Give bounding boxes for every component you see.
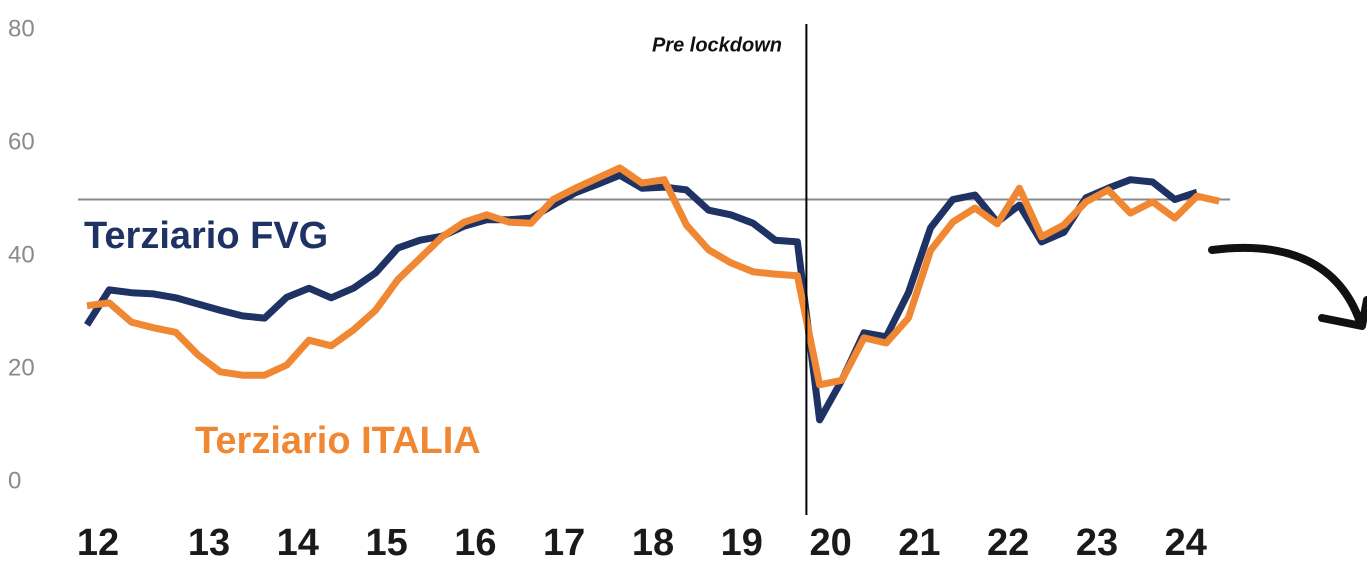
series-line bbox=[86, 164, 1220, 389]
x-tick-label: 17 bbox=[543, 522, 585, 564]
series-line bbox=[84, 171, 1199, 424]
x-tick-label: 16 bbox=[454, 522, 496, 564]
x-tick-label: 19 bbox=[721, 522, 763, 564]
y-tick-label: 0 bbox=[8, 467, 21, 494]
x-tick-label: 22 bbox=[987, 522, 1029, 564]
series-label: Terziario ITALIA bbox=[195, 420, 481, 462]
x-tick-label: 21 bbox=[898, 522, 940, 564]
x-tick-label: 24 bbox=[1165, 522, 1207, 564]
x-tick-label: 18 bbox=[632, 522, 674, 564]
x-tick-label: 20 bbox=[809, 522, 851, 564]
arrow bbox=[1208, 243, 1364, 326]
y-tick-label: 40 bbox=[8, 241, 35, 268]
arrow-head bbox=[1318, 296, 1367, 330]
x-tick-label: 14 bbox=[277, 522, 319, 564]
y-tick-label: 80 bbox=[8, 15, 35, 42]
series-label: Terziario FVG bbox=[84, 215, 328, 257]
annotation: Pre lockdown bbox=[652, 34, 782, 56]
y-tick-label: 60 bbox=[8, 128, 35, 155]
x-tick-label: 15 bbox=[365, 522, 407, 564]
y-tick-label: 20 bbox=[8, 354, 35, 381]
x-tick-label: 13 bbox=[188, 522, 230, 564]
x-tick-label: 12 bbox=[77, 522, 119, 564]
x-tick-label: 23 bbox=[1076, 522, 1118, 564]
